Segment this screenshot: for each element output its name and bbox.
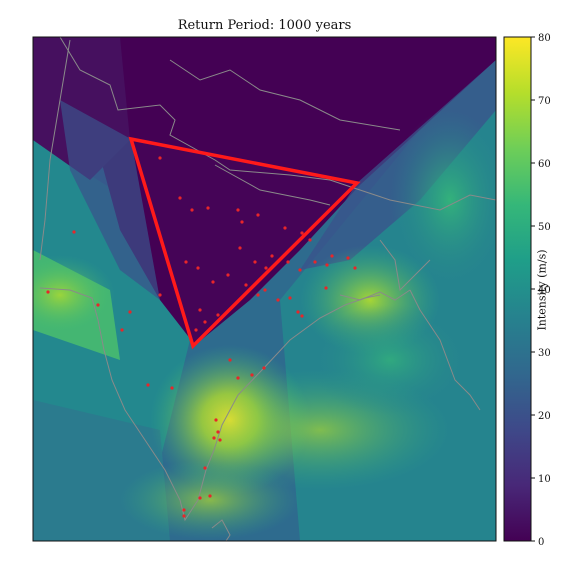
event-point bbox=[288, 296, 292, 300]
field-transition-west bbox=[60, 100, 160, 300]
event-point bbox=[198, 496, 202, 500]
event-point bbox=[212, 436, 216, 440]
event-point bbox=[262, 366, 266, 370]
colorbar-tick-label: 10 bbox=[538, 474, 551, 485]
event-point bbox=[250, 373, 254, 377]
colorbar-tick-label: 60 bbox=[538, 159, 551, 170]
coastlines bbox=[39, 37, 496, 541]
event-point bbox=[216, 430, 220, 434]
event-point bbox=[256, 293, 260, 297]
event-point bbox=[46, 290, 50, 294]
event-point bbox=[313, 260, 317, 264]
field-bay-east bbox=[390, 110, 496, 290]
event-point bbox=[298, 268, 302, 272]
field-coast-south bbox=[120, 460, 300, 540]
event-point bbox=[72, 230, 76, 234]
event-point bbox=[158, 156, 162, 160]
coastline-srilanka bbox=[211, 519, 231, 541]
event-point bbox=[238, 246, 242, 250]
map-frame bbox=[32, 36, 497, 542]
colorbar-tick-label: 50 bbox=[538, 222, 551, 233]
event-point bbox=[263, 288, 267, 292]
event-point bbox=[296, 310, 300, 314]
event-points bbox=[46, 156, 357, 518]
colorbar-tick-label: 20 bbox=[538, 411, 551, 422]
event-point bbox=[184, 260, 188, 264]
map-title: Return Period: 1000 years bbox=[177, 18, 352, 33]
coastline-bangladesh bbox=[339, 289, 411, 301]
event-point bbox=[330, 254, 334, 258]
event-point bbox=[206, 206, 210, 210]
colorbar-tick-label: 70 bbox=[538, 96, 551, 107]
event-point bbox=[270, 254, 274, 258]
event-point bbox=[240, 220, 244, 224]
event-point bbox=[276, 298, 280, 302]
event-point bbox=[216, 313, 220, 317]
event-point bbox=[158, 293, 162, 297]
field-triangle-interior bbox=[131, 139, 357, 346]
colorbar-tick-label: 0 bbox=[538, 537, 544, 548]
event-point bbox=[264, 266, 268, 270]
event-point bbox=[194, 328, 198, 332]
event-point bbox=[196, 266, 200, 270]
event-point bbox=[300, 314, 304, 318]
event-point bbox=[182, 508, 186, 512]
event-point bbox=[178, 196, 182, 200]
event-point bbox=[228, 358, 232, 362]
event-point bbox=[203, 320, 207, 324]
event-point bbox=[211, 280, 215, 284]
event-point bbox=[324, 286, 328, 290]
event-point bbox=[325, 263, 329, 267]
event-point bbox=[300, 231, 304, 235]
event-point bbox=[96, 303, 100, 307]
event-point bbox=[236, 376, 240, 380]
event-point bbox=[283, 226, 287, 230]
border-pakistan bbox=[39, 39, 71, 261]
colorbar-tick-label: 40 bbox=[538, 285, 551, 296]
colorbar-gradient bbox=[503, 36, 532, 542]
event-point bbox=[218, 438, 222, 442]
coastline-india-west bbox=[39, 287, 381, 522]
colorbar-label: Intensity (m/s) bbox=[535, 249, 549, 331]
colorbar-ticks: 0 10 20 30 40 50 60 70 80 bbox=[531, 33, 551, 548]
event-point bbox=[214, 418, 218, 422]
event-point bbox=[244, 283, 248, 287]
event-point bbox=[256, 213, 260, 217]
event-point bbox=[190, 208, 194, 212]
event-point bbox=[353, 266, 357, 270]
border-north bbox=[59, 37, 496, 211]
event-point bbox=[128, 310, 132, 314]
field-west-coast bbox=[33, 255, 115, 335]
border-china bbox=[169, 59, 401, 131]
event-point bbox=[253, 260, 257, 264]
border-east bbox=[379, 239, 431, 292]
border-nepal bbox=[214, 164, 331, 206]
event-point bbox=[346, 256, 350, 260]
event-point bbox=[236, 208, 240, 212]
event-point bbox=[308, 238, 312, 242]
event-point bbox=[120, 328, 124, 332]
colorbar-tick-label: 30 bbox=[538, 348, 551, 359]
event-point bbox=[226, 273, 230, 277]
event-point bbox=[286, 260, 290, 264]
event-point bbox=[182, 514, 186, 518]
event-point bbox=[198, 308, 202, 312]
colorbar-tick-label: 80 bbox=[538, 33, 551, 44]
field-bay-center bbox=[310, 305, 470, 415]
event-point bbox=[170, 386, 174, 390]
coastline-myanmar bbox=[409, 289, 481, 411]
region-triangle bbox=[128, 136, 361, 350]
event-point bbox=[146, 383, 150, 387]
event-point bbox=[203, 466, 207, 470]
event-point bbox=[208, 494, 212, 498]
